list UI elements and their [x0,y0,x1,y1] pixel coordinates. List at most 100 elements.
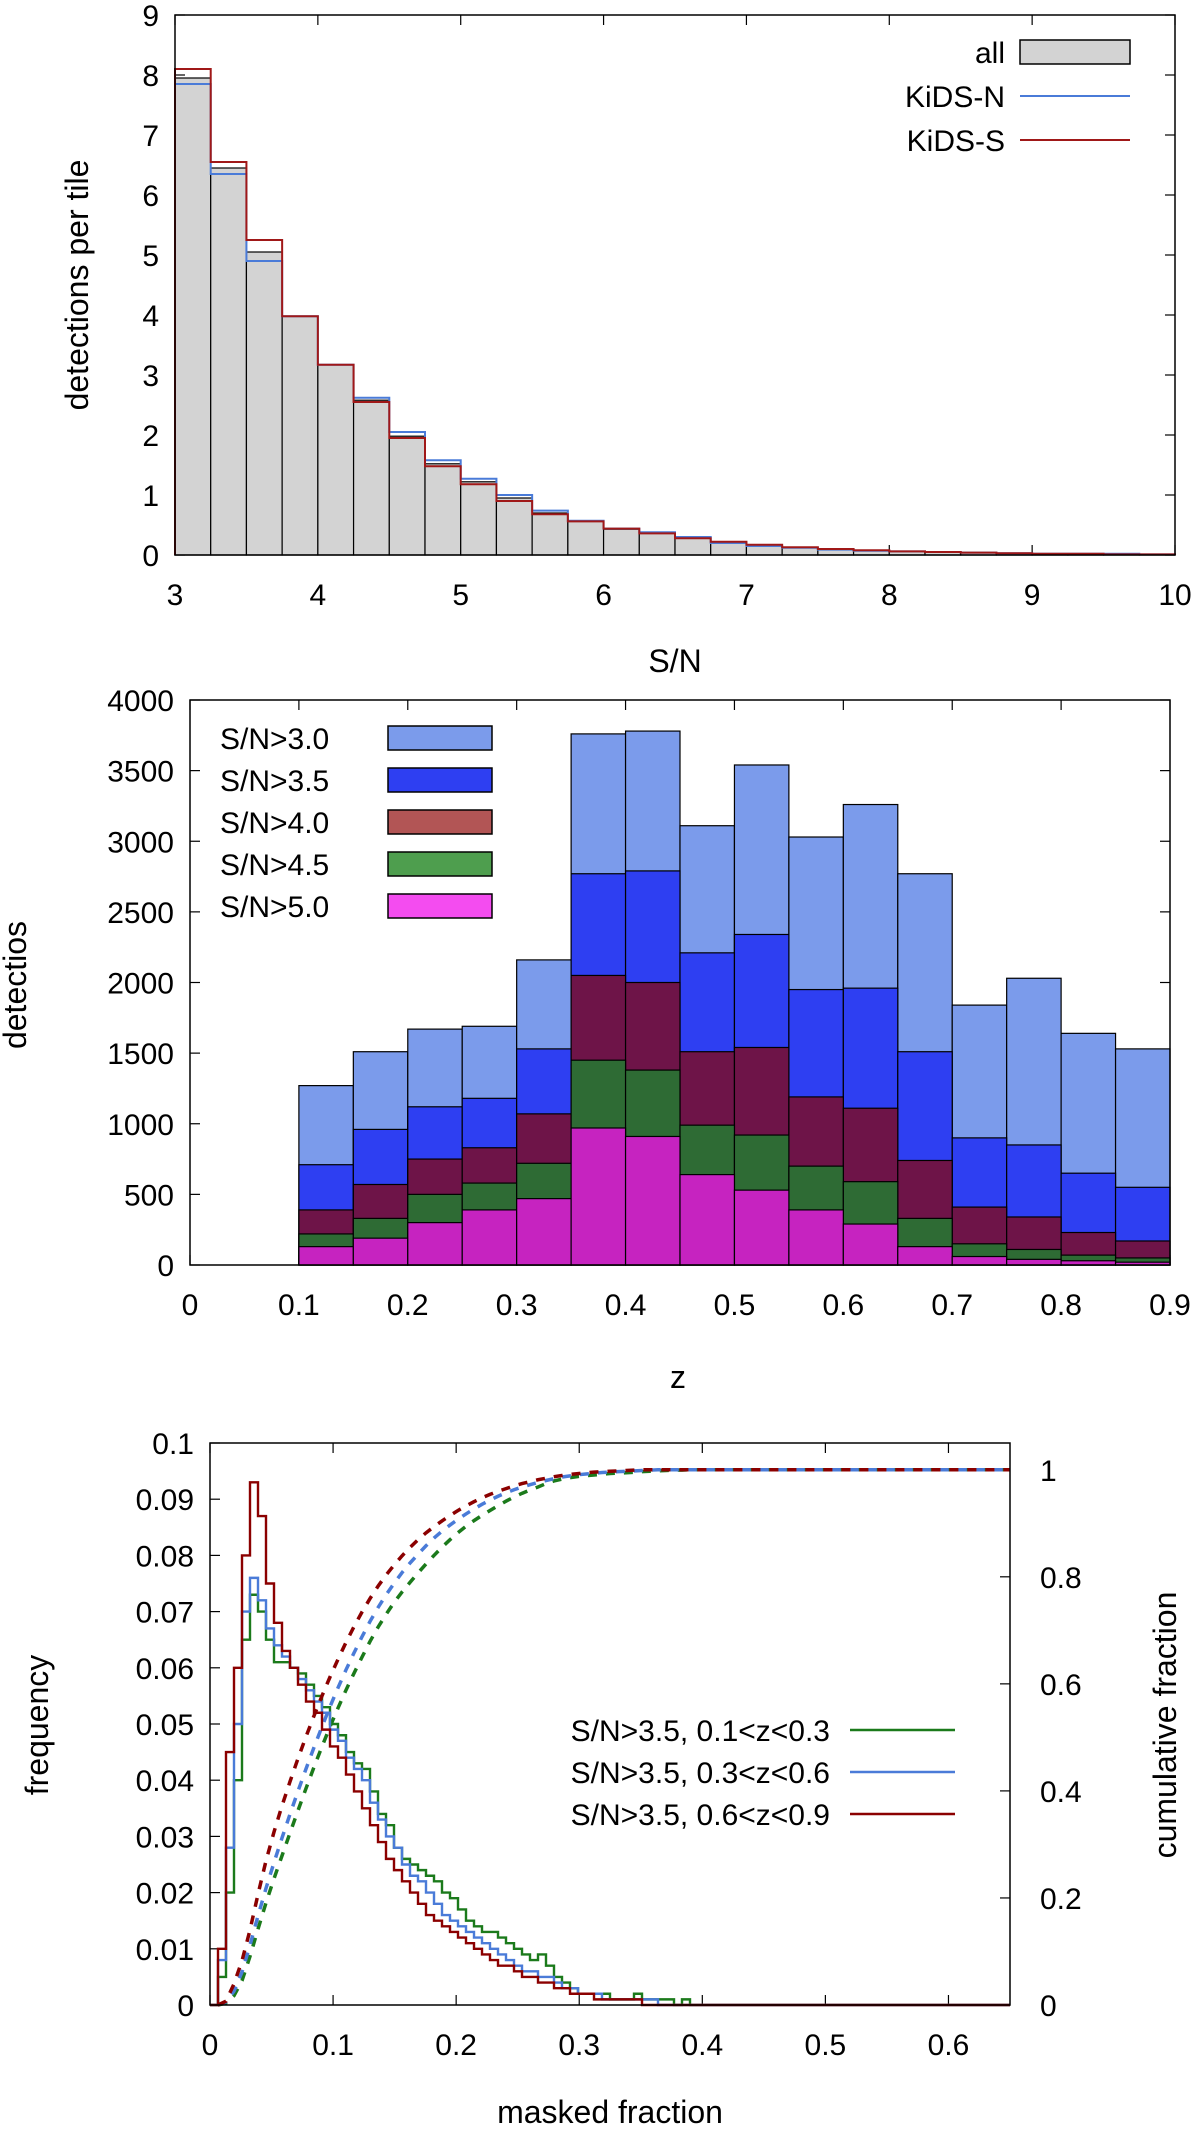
legend-swatch [387,725,493,751]
cumulative-dashed-line [217,1468,1010,2007]
y-tick-label: 5 [142,240,159,273]
x-tick-label: 0.1 [278,1289,320,1322]
x-tick-label: 10 [1158,579,1191,612]
x-tick-label: 3 [167,579,184,612]
x-tick-label: 0.5 [714,1289,756,1322]
bar-all [674,536,712,556]
bar-s-n-5-0 [679,1173,736,1266]
x-tick-label: 0.9 [1149,1289,1191,1322]
x-tick-label: 8 [881,579,898,612]
panel-top-chart: 3 4 5 6 7 8 9 10 0 1 2 3 4 5 6 7 8 9 all KiDS-N KiDS-S S/N det… [59,0,1192,679]
legend-label: KiDS-N [905,81,1005,114]
plot-frame [174,14,1176,556]
bar-s-n-5-0 [1006,1258,1062,1266]
y2-tick-label: 1 [1040,1455,1057,1488]
panel-middle-chart: 0 0.1 0.2 0.3 0.4 0.5 0.6 0.7 0.8 0.9 0 500 1000 1500… [0,685,1191,1395]
legend-label: S/N>4.0 [220,807,329,840]
x-tick-label: 0.5 [805,2029,847,2062]
y-tick-label: 0.04 [136,1765,194,1798]
y-tick-label: 1500 [107,1038,174,1071]
legend-swatch [387,851,493,877]
bar-all [210,167,248,556]
legend-swatch [387,809,493,835]
x-tick-label: 0.6 [822,1289,864,1322]
y2-axis-label: cumulative fraction [1147,1592,1183,1859]
y-tick-label: 4 [142,300,159,333]
bar-s-n-5-0 [842,1223,899,1266]
y-tick-label: 8 [142,60,159,93]
legend-label: S/N>5.0 [220,891,329,924]
bar-s-n-5-0 [624,1135,681,1266]
x-axis-label: z [670,1359,686,1395]
bar-all [602,528,640,556]
legend-swatch [387,767,493,793]
bar-s-n-5-0 [788,1209,844,1266]
bar-s-n-5-0 [298,1246,354,1266]
y-tick-label: 0.09 [136,1484,194,1517]
y-tick-label: 1000 [107,1109,174,1142]
x-tick-label: 0.3 [558,2029,600,2062]
step-line-kids-s [174,68,1176,556]
bar-all [710,542,748,556]
bar-s-n-5-0 [461,1209,518,1266]
bar-all [281,315,319,556]
y-tick-label: 0.05 [136,1709,194,1742]
bar-all [460,481,498,556]
bar-all [174,77,212,556]
y-tick-label: 7 [142,120,159,153]
x-tick-label: 0.1 [312,2029,354,2062]
bar-all [352,399,390,556]
legend-label: KiDS-S [907,125,1005,158]
x-tick-label: 0.7 [931,1289,973,1322]
y-tick-label: 0.02 [136,1878,194,1911]
y2-tick-label: 0.8 [1040,1562,1082,1595]
plot-frame [189,699,1171,1266]
legend-label: S/N>4.5 [220,849,329,882]
y-tick-label: 9 [142,0,159,33]
y-tick-label: 500 [124,1179,174,1212]
panel-bottom-chart: 0 0.1 0.2 0.3 0.4 0.5 0.6 0 0.01 0.02 0.03 0.04 0.05… [19,1428,1183,2130]
bar-all [388,435,426,556]
legend-swatch [387,893,493,919]
y-tick-label: 6 [142,180,159,213]
legend-label: all [975,37,1005,70]
legend-swatch [1019,39,1131,65]
histogram-line [210,1576,1010,2007]
bar-s-n-5-0 [897,1246,953,1266]
x-tick-label: 0.4 [605,1289,647,1322]
x-tick-label: 7 [738,579,755,612]
y-tick-label: 3000 [107,826,174,859]
x-tick-label: 0 [182,1289,199,1322]
y2-tick-label: 0.4 [1040,1776,1082,1809]
y-tick-label: 0.08 [136,1540,194,1573]
bar-all [495,497,533,556]
x-axis-label: masked fraction [497,2094,723,2130]
plot-frame [209,1442,1011,2006]
x-tick-label: 0.3 [496,1289,538,1322]
y-tick-label: 4000 [107,685,174,718]
y-axis-label: detectios [0,921,33,1049]
x-tick-label: 9 [1024,579,1041,612]
bar-all [781,547,819,556]
bar-s-n-5-0 [570,1127,627,1266]
y-tick-label: 3500 [107,756,174,789]
y2-tick-label: 0 [1040,1990,1057,2023]
legend-label: S/N>3.5, 0.6<z<0.9 [571,1799,830,1832]
y-axis-label: detections per tile [59,160,95,411]
y-tick-label: 0 [157,1250,174,1283]
x-axis-label: S/N [648,643,701,679]
bar-s-n-5-0 [352,1237,409,1266]
x-tick-label: 0.4 [681,2029,723,2062]
y-tick-label: 0 [177,1990,194,2023]
y2-tick-label: 0.6 [1040,1669,1082,1702]
y-tick-label: 1 [142,480,159,513]
x-tick-label: 0.6 [928,2029,970,2062]
y-axis-label: frequency [19,1655,55,1796]
legend-label: S/N>3.5, 0.1<z<0.3 [571,1715,830,1748]
y-tick-label: 0 [142,540,159,573]
x-tick-label: 0 [202,2029,219,2062]
bar-s-n-5-0 [733,1189,790,1266]
y-tick-label: 2000 [107,968,174,1001]
bar-s-n-5-0 [407,1222,463,1266]
